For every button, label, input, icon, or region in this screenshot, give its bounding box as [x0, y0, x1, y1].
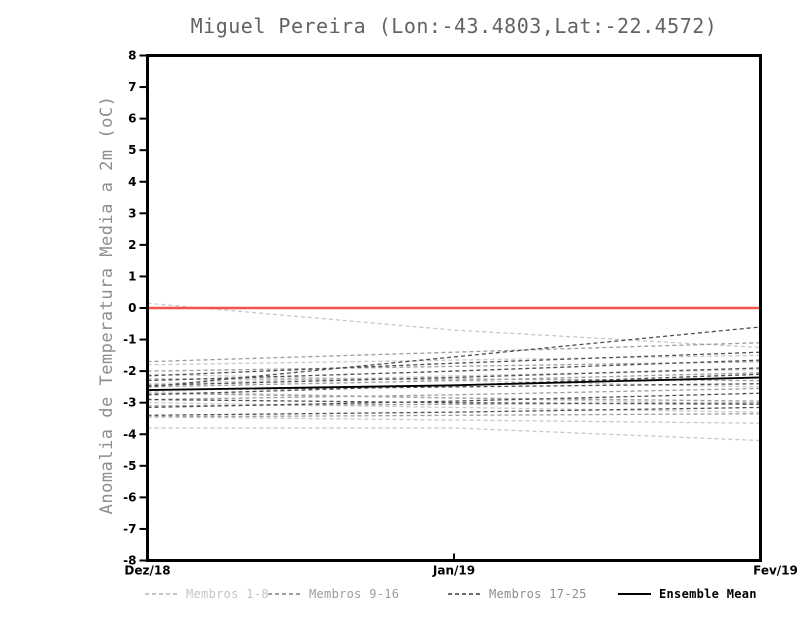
series-line	[147, 416, 761, 424]
series-line	[147, 326, 761, 388]
y-tick-label: -6	[123, 490, 136, 504]
y-tick-label: 3	[128, 206, 136, 220]
y-tick-label: 5	[128, 143, 136, 157]
series-line	[147, 373, 761, 396]
legend-item-membros-17-25: Membros 17-25	[448, 586, 587, 602]
y-tick-label: -3	[123, 396, 136, 410]
y-tick-label: 7	[128, 80, 136, 94]
dashed-line-swatch	[448, 593, 481, 595]
y-tick-label: -2	[123, 364, 136, 378]
y-tick-label: 0	[128, 301, 136, 315]
legend-item-membros-1-8: Membros 1-8	[145, 586, 269, 602]
legend-label: Membros 1-8	[186, 587, 269, 601]
y-tick-label: 8	[128, 49, 136, 63]
y-tick-label: 2	[128, 238, 136, 252]
legend-label: Ensemble Mean	[659, 587, 757, 601]
y-tick-label: -4	[123, 427, 136, 441]
y-tick-label: 6	[128, 112, 136, 126]
legend: Membros 1-8 Membros 9-16 Membros 17-25 E…	[0, 586, 800, 604]
dashed-line-swatch	[145, 593, 178, 595]
x-tick-label: Fev/19	[753, 564, 798, 578]
series-line	[147, 367, 761, 386]
solid-line-swatch	[618, 593, 651, 595]
dashed-line-swatch	[268, 593, 301, 595]
y-tick-label: 1	[128, 269, 136, 283]
series-line	[147, 342, 761, 363]
series-line	[147, 351, 761, 377]
legend-item-membros-9-16: Membros 9-16	[268, 586, 399, 602]
y-tick-label: -1	[123, 333, 136, 347]
y-tick-label: -7	[123, 522, 136, 536]
series-line	[147, 376, 761, 391]
series-line	[147, 302, 761, 349]
x-tick-label: Jan/19	[432, 564, 475, 578]
x-tick-label: Dez/18	[124, 564, 170, 578]
series-line	[147, 359, 761, 382]
series-line	[147, 427, 761, 442]
legend-label: Membros 17-25	[489, 587, 587, 601]
legend-item-ensemble-mean: Ensemble Mean	[618, 586, 757, 602]
y-tick-label: -8	[123, 554, 136, 568]
y-tick-label: -5	[123, 459, 136, 473]
y-tick-label: 4	[128, 175, 136, 189]
legend-label: Membros 9-16	[309, 587, 400, 601]
chart-title: Miguel Pereira (Lon:-43.4803,Lat:-22.457…	[190, 14, 718, 38]
